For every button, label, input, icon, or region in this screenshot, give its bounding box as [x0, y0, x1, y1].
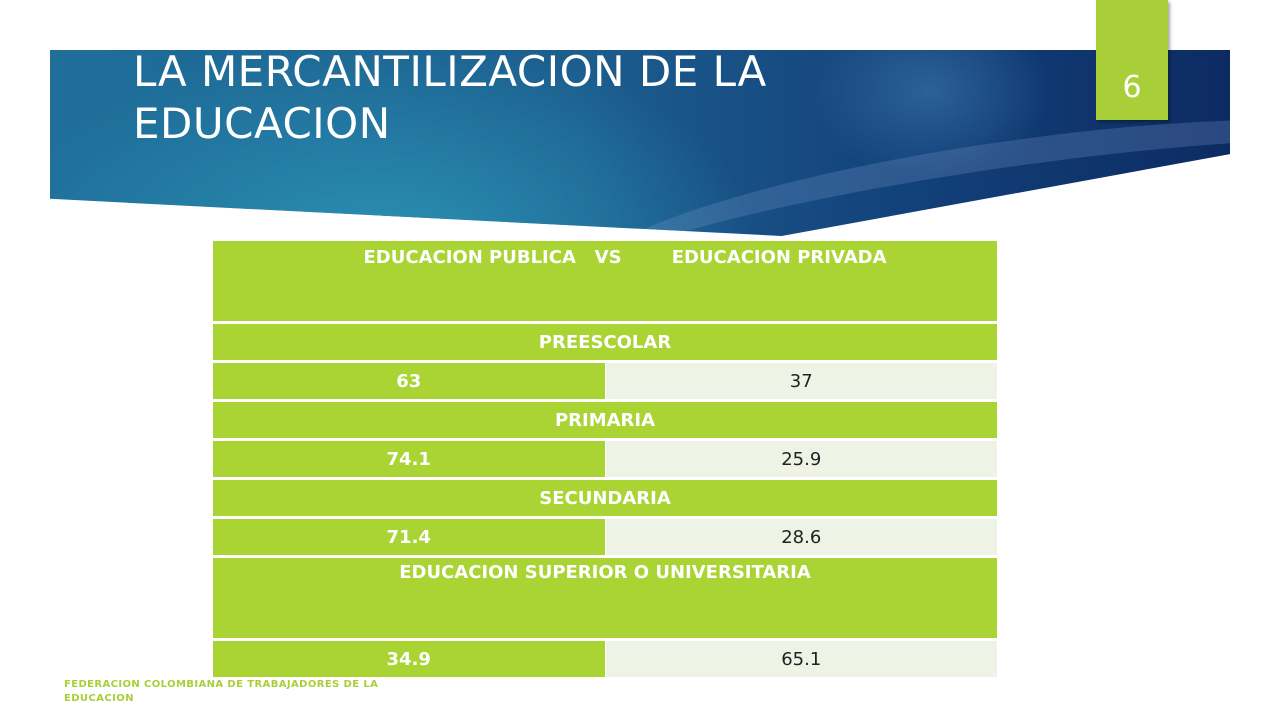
page-number-tab: 6: [1096, 0, 1168, 120]
slide-title: LA MERCANTILIZACION DE LA EDUCACION: [133, 47, 767, 148]
page-number: 6: [1122, 70, 1142, 105]
table-header-text: EDUCACION PUBLICA VS EDUCACION PRIVADA: [363, 247, 887, 268]
publica-value: 71.4: [213, 517, 606, 558]
privada-value: 37: [605, 361, 997, 402]
category-label-cell: EDUCACION SUPERIOR O UNIVERSITARIA: [213, 556, 997, 641]
table-row: 74.1 25.9: [213, 439, 997, 480]
category-row: PREESCOLAR: [213, 322, 997, 363]
category-label: PREESCOLAR: [213, 322, 997, 363]
table-header-row: EDUCACION PUBLICA VS EDUCACION PRIVADA: [213, 241, 997, 324]
comparison-table: EDUCACION PUBLICA VS EDUCACION PRIVADA P…: [213, 241, 997, 680]
category-label: EDUCACION SUPERIOR O UNIVERSITARIA: [399, 562, 811, 583]
footer-text: FEDERACION COLOMBIANA DE TRABAJADORES DE…: [64, 679, 379, 704]
category-row: PRIMARIA: [213, 400, 997, 441]
table-row: 63 37: [213, 361, 997, 402]
privada-value: 28.6: [605, 517, 997, 558]
table-row: 71.4 28.6: [213, 517, 997, 558]
table-header: EDUCACION PUBLICA VS EDUCACION PRIVADA: [213, 241, 997, 324]
privada-value: 65.1: [605, 639, 997, 680]
publica-value: 34.9: [213, 639, 606, 680]
privada-value: 25.9: [605, 439, 997, 480]
table-row: 34.9 65.1: [213, 639, 997, 680]
category-row: EDUCACION SUPERIOR O UNIVERSITARIA: [213, 556, 997, 641]
category-label: PRIMARIA: [213, 400, 997, 441]
category-label: SECUNDARIA: [213, 478, 997, 519]
publica-value: 63: [213, 361, 606, 402]
category-row: SECUNDARIA: [213, 478, 997, 519]
publica-value: 74.1: [213, 439, 606, 480]
